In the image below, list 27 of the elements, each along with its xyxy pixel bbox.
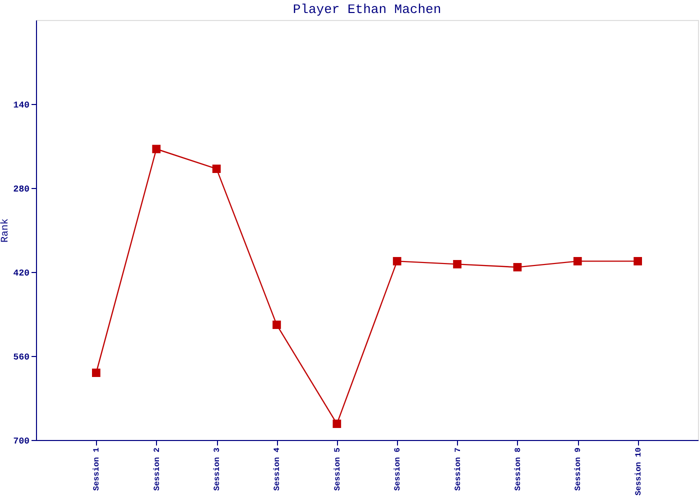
y-tick-label: 560 <box>13 352 30 362</box>
point <box>513 263 522 272</box>
y-axis-title: Rank <box>0 218 12 243</box>
x-tick-label: Session 10 <box>634 447 644 496</box>
x-tick-label: Session 9 <box>574 447 584 491</box>
x-tick-label: Session 2 <box>152 447 162 491</box>
y-tick-label: 280 <box>13 184 30 194</box>
x-tick-label: Session 4 <box>273 447 282 491</box>
x-tick-label: Session 1 <box>92 447 102 491</box>
point <box>573 257 582 266</box>
y-tick-label: 700 <box>13 436 30 446</box>
point <box>634 257 642 266</box>
x-tick-label: Session 8 <box>514 447 523 491</box>
point <box>332 420 342 428</box>
point <box>92 368 100 377</box>
point <box>272 320 281 329</box>
x-tick-label: Session 5 <box>333 447 342 491</box>
point <box>212 164 221 173</box>
y-tick-label: 140 <box>13 100 30 110</box>
y-tick-label: 420 <box>13 268 30 278</box>
x-tick-label: Session 7 <box>454 447 463 491</box>
chart-title: Player Ethan Machen <box>292 2 442 17</box>
point <box>453 260 462 268</box>
x-tick-label: Session 6 <box>394 447 403 491</box>
x-tick-label: Session 3 <box>213 447 222 491</box>
point <box>392 257 402 266</box>
point <box>152 144 161 154</box>
